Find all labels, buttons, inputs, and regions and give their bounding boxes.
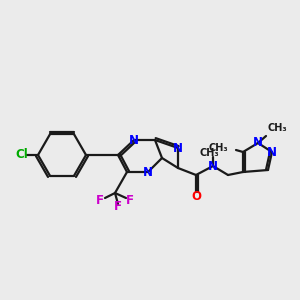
Text: N: N bbox=[173, 142, 183, 154]
Text: Cl: Cl bbox=[16, 148, 28, 161]
Text: CH₃: CH₃ bbox=[267, 123, 286, 133]
Text: N: N bbox=[129, 134, 139, 146]
Text: CH₃: CH₃ bbox=[208, 143, 228, 153]
Text: N: N bbox=[143, 166, 153, 178]
Text: F: F bbox=[114, 200, 122, 214]
Text: F: F bbox=[96, 194, 104, 206]
Text: O: O bbox=[191, 190, 201, 202]
Text: N: N bbox=[267, 146, 277, 158]
Text: N: N bbox=[253, 136, 263, 149]
Text: N: N bbox=[208, 160, 218, 172]
Text: CH₃: CH₃ bbox=[199, 148, 219, 158]
Text: F: F bbox=[126, 194, 134, 206]
